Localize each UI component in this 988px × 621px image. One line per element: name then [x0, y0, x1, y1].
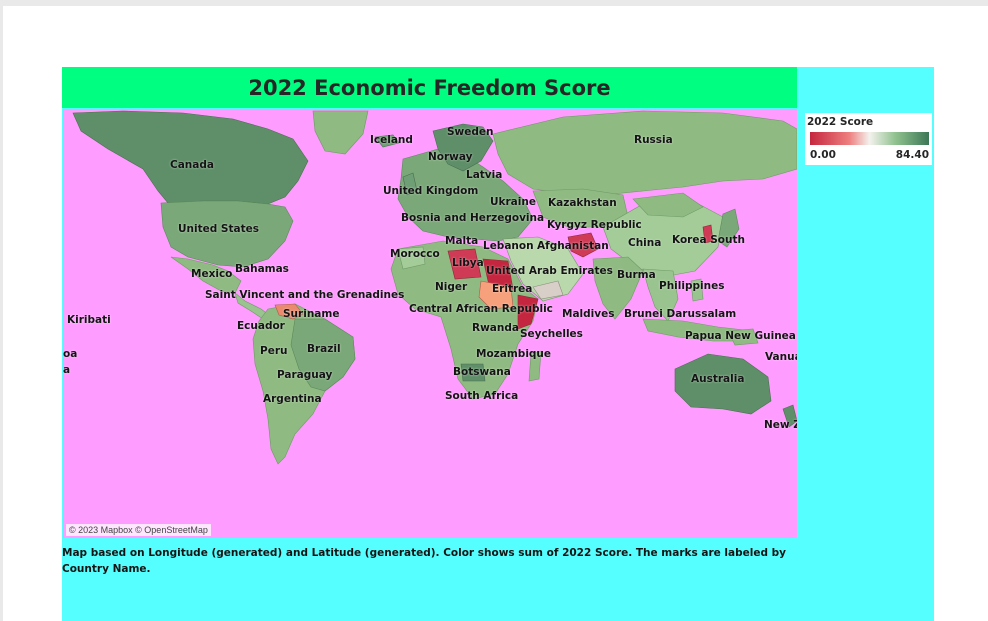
country-label: Afghanistan [537, 240, 609, 252]
country-label: Lebanon [483, 240, 534, 252]
country-label: Libya [452, 257, 484, 269]
country-label: Ukraine [490, 196, 536, 208]
country-label: Korea South [672, 234, 745, 246]
land-iceland[interactable] [374, 134, 400, 148]
country-label: Kiribati [67, 314, 111, 326]
country-label: South Africa [445, 390, 519, 402]
land-middle-east[interactable] [502, 236, 584, 302]
legend-gradient-bar [810, 132, 929, 145]
country-label: Bahamas [235, 263, 289, 275]
land-morocco[interactable] [397, 246, 426, 270]
land-united-states[interactable] [160, 200, 294, 268]
country-label: Burma [617, 269, 656, 281]
legend-min-value: 0.00 [810, 149, 836, 161]
land-australia[interactable] [674, 353, 772, 415]
color-legend: 2022 Score 0.00 84.40 [805, 113, 932, 165]
land-botswana[interactable] [460, 363, 486, 382]
country-label: Paraguay [277, 369, 333, 381]
country-label: Norway [428, 151, 473, 163]
country-label: Latvia [466, 169, 503, 181]
country-label: Malta [445, 235, 479, 247]
land-scandinavia[interactable] [432, 123, 494, 172]
country-label: Brazil [307, 343, 341, 355]
country-label: Bosnia and Herzegovina [401, 212, 545, 224]
dashboard-title: 2022 Economic Freedom Score [62, 67, 797, 108]
map-caption: Map based on Longitude (generated) and L… [62, 547, 787, 575]
land-mexico[interactable] [170, 256, 242, 294]
land-yemen[interactable] [532, 280, 564, 300]
country-label: Botswana [453, 366, 511, 378]
land-uk[interactable] [402, 172, 418, 196]
country-label: Central African Republic [409, 303, 553, 315]
land-russia[interactable] [492, 110, 797, 196]
country-label: United States [178, 223, 259, 235]
country-label: Niger [435, 281, 468, 293]
country-label: Peru [260, 345, 288, 357]
land-korea[interactable] [702, 224, 714, 244]
country-label: Mozambique [476, 348, 552, 360]
country-label: Ecuador [237, 320, 285, 332]
country-label: Suriname [283, 308, 340, 320]
country-label: oa [63, 348, 78, 360]
land-japan[interactable] [717, 208, 740, 248]
land-eritrea-ethiopia[interactable] [478, 280, 514, 310]
map-attribution[interactable]: © 2023 Mapbox © OpenStreetMap [66, 524, 211, 536]
country-label: Eritrea [492, 283, 533, 295]
land-canada[interactable] [72, 110, 309, 205]
country-label: Sweden [447, 126, 494, 138]
country-label: Saint Vincent and the Grenadines [205, 289, 405, 301]
land-mongolia[interactable] [632, 192, 704, 218]
country-label: Morocco [390, 248, 440, 260]
country-label: China [628, 237, 662, 249]
country-label: New Z [764, 419, 797, 431]
country-label: Australia [691, 373, 745, 385]
land-afghanistan[interactable] [567, 232, 599, 258]
world-map[interactable]: Canada Iceland Sweden Norway Russia Latv… [63, 109, 797, 538]
land-somalia[interactable] [517, 294, 539, 330]
country-label: Seychelles [520, 328, 583, 340]
country-label: Argentina [263, 393, 322, 405]
land-madagascar[interactable] [528, 350, 542, 382]
country-label: Papua New Guinea [685, 330, 796, 342]
land-philippines[interactable] [690, 278, 704, 302]
land-new-zealand[interactable] [782, 404, 797, 428]
land-greenland[interactable] [312, 110, 369, 155]
land-libya[interactable] [447, 248, 482, 280]
land-papua-new-guinea[interactable] [727, 328, 759, 346]
legend-title: 2022 Score [807, 116, 874, 128]
map-land-layer [72, 110, 797, 465]
land-india[interactable] [592, 256, 644, 320]
country-label: Kazakhstan [548, 197, 617, 209]
legend-max-value: 84.40 [895, 149, 929, 161]
country-label: Canada [170, 159, 214, 171]
country-label: a [63, 364, 71, 376]
country-label: United Kingdom [383, 185, 479, 197]
land-venezuela[interactable] [274, 303, 304, 320]
land-brazil[interactable] [290, 318, 356, 392]
country-label: Brunei Darussalam [624, 308, 737, 320]
country-label: Philippines [659, 280, 725, 292]
country-label: Rwanda [472, 322, 519, 334]
country-label: United Arab Emirates [486, 265, 613, 277]
country-label: Kyrgyz Republic [547, 219, 642, 231]
country-label: Mexico [191, 268, 233, 280]
country-label: Russia [634, 134, 673, 146]
country-label: Iceland [370, 134, 413, 146]
country-label: Maldives [562, 308, 615, 320]
